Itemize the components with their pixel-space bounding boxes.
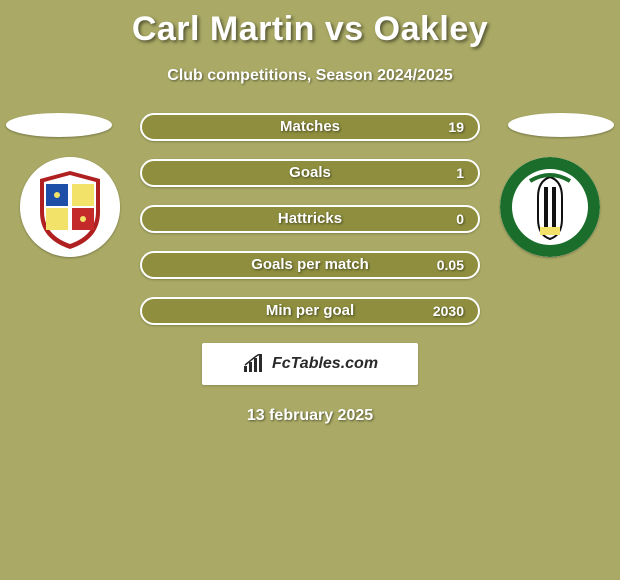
stat-value: 19 [448, 115, 464, 139]
stat-row: Matches 19 [140, 113, 480, 141]
shield-icon [20, 157, 120, 257]
bar-chart-icon [242, 354, 266, 374]
stat-label: Hattricks [142, 207, 478, 231]
player-right-ellipse [508, 113, 614, 137]
stat-value: 0.05 [437, 253, 464, 277]
date-text: 13 february 2025 [0, 407, 620, 425]
player-left-ellipse [6, 113, 112, 137]
stat-label: Min per goal [142, 299, 478, 323]
stat-row: Goals per match 0.05 [140, 251, 480, 279]
shield-icon [500, 157, 600, 257]
branding-badge: FcTables.com [202, 343, 418, 385]
club-crest-right [500, 157, 600, 257]
stat-row: Hattricks 0 [140, 205, 480, 233]
stat-value: 1 [456, 161, 464, 185]
stat-label: Matches [142, 115, 478, 139]
comparison-panel: Matches 19 Goals 1 Hattricks 0 Goals per… [0, 113, 620, 425]
page-title: Carl Martin vs Oakley [0, 0, 620, 49]
stat-label: Goals [142, 161, 478, 185]
stat-label: Goals per match [142, 253, 478, 277]
stats-list: Matches 19 Goals 1 Hattricks 0 Goals per… [140, 113, 480, 325]
stat-value: 2030 [433, 299, 464, 323]
club-crest-left [20, 157, 120, 257]
branding-text: FcTables.com [272, 355, 378, 373]
subtitle: Club competitions, Season 2024/2025 [0, 67, 620, 85]
stat-value: 0 [456, 207, 464, 231]
stat-row: Min per goal 2030 [140, 297, 480, 325]
stat-row: Goals 1 [140, 159, 480, 187]
